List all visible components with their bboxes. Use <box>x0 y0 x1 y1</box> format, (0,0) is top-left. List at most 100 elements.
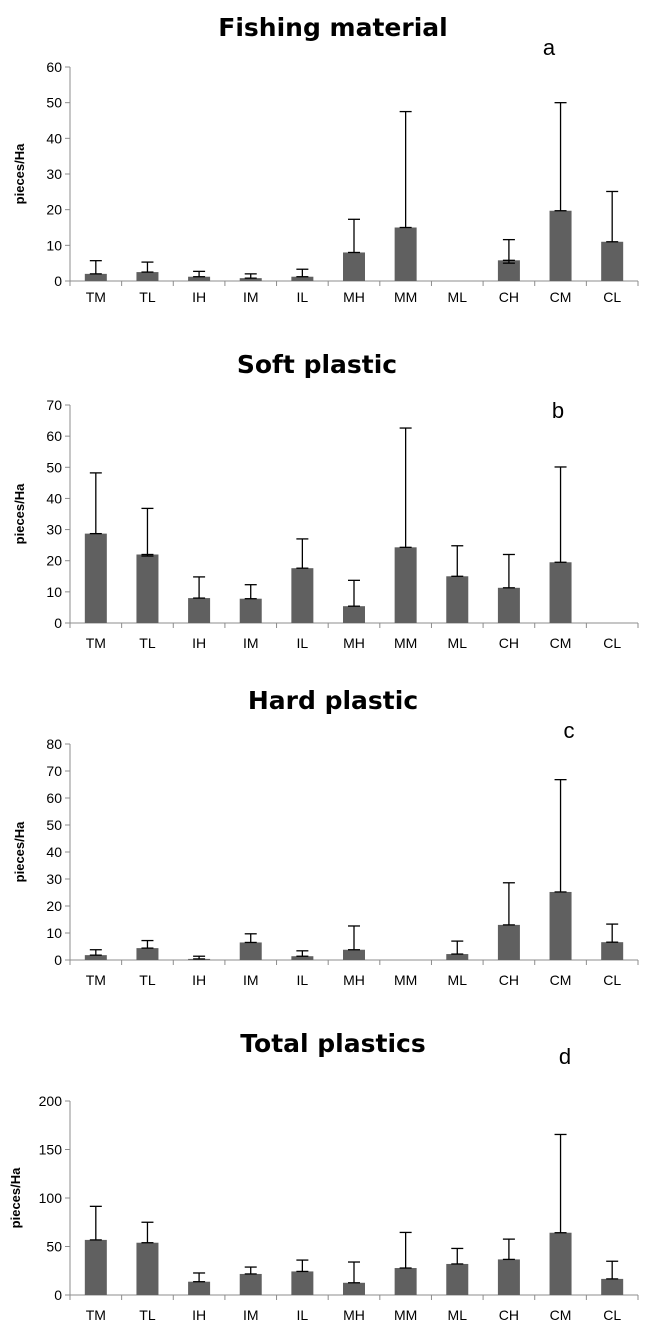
bar-IH <box>188 598 211 623</box>
bar-MM <box>394 547 417 623</box>
bar-CM <box>549 562 572 623</box>
chart-title: Soft plastic <box>237 350 397 379</box>
y-tick-label: 30 <box>46 522 62 538</box>
x-tick-label: IM <box>243 972 259 988</box>
bar-ML <box>446 576 469 623</box>
panel-label: a <box>543 35 556 60</box>
x-tick-label: MM <box>394 635 417 651</box>
bar-CH <box>497 260 520 281</box>
x-tick-label: CM <box>550 289 572 305</box>
bar-CL <box>601 942 624 960</box>
bar-IL <box>291 276 314 281</box>
x-tick-label: TM <box>86 972 106 988</box>
panel-label: c <box>564 718 575 743</box>
x-tick-label: TL <box>139 289 156 305</box>
x-tick-label: TL <box>139 972 156 988</box>
bar-CM <box>549 210 572 281</box>
y-axis-label: pieces/Ha <box>12 143 27 204</box>
y-tick-label: 0 <box>54 1287 62 1303</box>
panel-label: b <box>552 398 564 423</box>
chart-title: Total plastics <box>240 1029 425 1058</box>
x-tick-label: IH <box>192 1307 206 1323</box>
x-tick-label: IL <box>297 1307 309 1323</box>
x-tick-label: CH <box>499 635 519 651</box>
y-axis-label: pieces/Ha <box>12 483 27 544</box>
y-tick-label: 30 <box>46 871 62 887</box>
x-tick-label: ML <box>448 1307 468 1323</box>
x-tick-label: CM <box>550 972 572 988</box>
y-tick-label: 50 <box>46 459 62 475</box>
y-tick-label: 10 <box>46 584 62 600</box>
y-tick-label: 10 <box>46 237 62 253</box>
x-tick-label: MH <box>343 972 365 988</box>
bar-IM <box>239 598 262 623</box>
bar-TM <box>84 273 107 281</box>
x-tick-label: ML <box>448 972 468 988</box>
bar-CL <box>601 1278 624 1295</box>
bar-MH <box>343 252 365 281</box>
y-tick-label: 10 <box>46 925 62 941</box>
y-tick-label: 40 <box>46 844 62 860</box>
x-tick-label: ML <box>448 635 468 651</box>
x-tick-label: IH <box>192 972 206 988</box>
x-tick-label: TL <box>139 1307 156 1323</box>
bar-CM <box>549 891 572 960</box>
y-tick-label: 70 <box>46 763 62 779</box>
x-tick-label: IM <box>243 1307 259 1323</box>
x-tick-label: IL <box>297 972 309 988</box>
x-tick-label: CH <box>499 972 519 988</box>
y-tick-label: 50 <box>46 1239 62 1255</box>
y-tick-label: 0 <box>54 273 62 289</box>
x-tick-label: CH <box>499 1307 519 1323</box>
bar-TM <box>84 533 107 623</box>
x-tick-label: MM <box>394 972 417 988</box>
y-tick-label: 50 <box>46 95 62 111</box>
y-tick-label: 150 <box>39 1142 63 1158</box>
y-tick-label: 20 <box>46 898 62 914</box>
y-tick-label: 50 <box>46 817 62 833</box>
bar-IL <box>291 1271 314 1295</box>
bar-MH <box>343 949 365 960</box>
bar-IH <box>188 1281 211 1295</box>
x-tick-label: CL <box>603 1307 621 1323</box>
y-tick-label: 40 <box>46 130 62 146</box>
bar-TL <box>136 1242 159 1295</box>
x-tick-label: ML <box>448 289 468 305</box>
bar-IH <box>188 276 211 281</box>
x-tick-label: MH <box>343 635 365 651</box>
panel-label: d <box>559 1044 571 1069</box>
chart-title: Hard plastic <box>248 686 418 715</box>
x-tick-label: IL <box>297 635 309 651</box>
bar-ML <box>446 954 469 960</box>
bar-IM <box>239 278 262 281</box>
chart-panel-b: Soft plastic b pieces/Ha 0 10 20 30 40 50 60 70 TM T… <box>12 350 639 651</box>
chart-title: Fishing material <box>218 13 447 42</box>
bar-IL <box>291 568 314 623</box>
bar-CH <box>497 1259 520 1295</box>
x-tick-label: MH <box>343 289 365 305</box>
x-tick-label: CH <box>499 289 519 305</box>
y-tick-label: 60 <box>46 790 62 806</box>
bar-IM <box>239 942 262 960</box>
bar-ML <box>446 1263 469 1295</box>
x-tick-label: MM <box>394 289 417 305</box>
chart-panel-c: Hard plastic c pieces/Ha 0 10 20 30 40 50 60 70 80 T… <box>12 686 639 988</box>
x-tick-label: MM <box>394 1307 417 1323</box>
x-tick-label: TM <box>86 635 106 651</box>
x-tick-label: MH <box>343 1307 365 1323</box>
x-tick-label: CL <box>603 289 621 305</box>
y-tick-label: 100 <box>39 1190 63 1206</box>
y-tick-label: 0 <box>54 952 62 968</box>
chart-panel-a: Fishing material a pieces/Ha 0 10 20 30 40 50 60 T… <box>12 13 639 305</box>
x-tick-label: IH <box>192 289 206 305</box>
bar-CH <box>497 924 520 960</box>
y-axis-label: pieces/Ha <box>8 1167 23 1228</box>
bar-IL <box>291 956 314 960</box>
y-tick-label: 20 <box>46 553 62 569</box>
bar-TM <box>84 1239 107 1295</box>
bar-TL <box>136 948 159 960</box>
bar-IM <box>239 1273 262 1295</box>
bar-TL <box>136 272 159 281</box>
